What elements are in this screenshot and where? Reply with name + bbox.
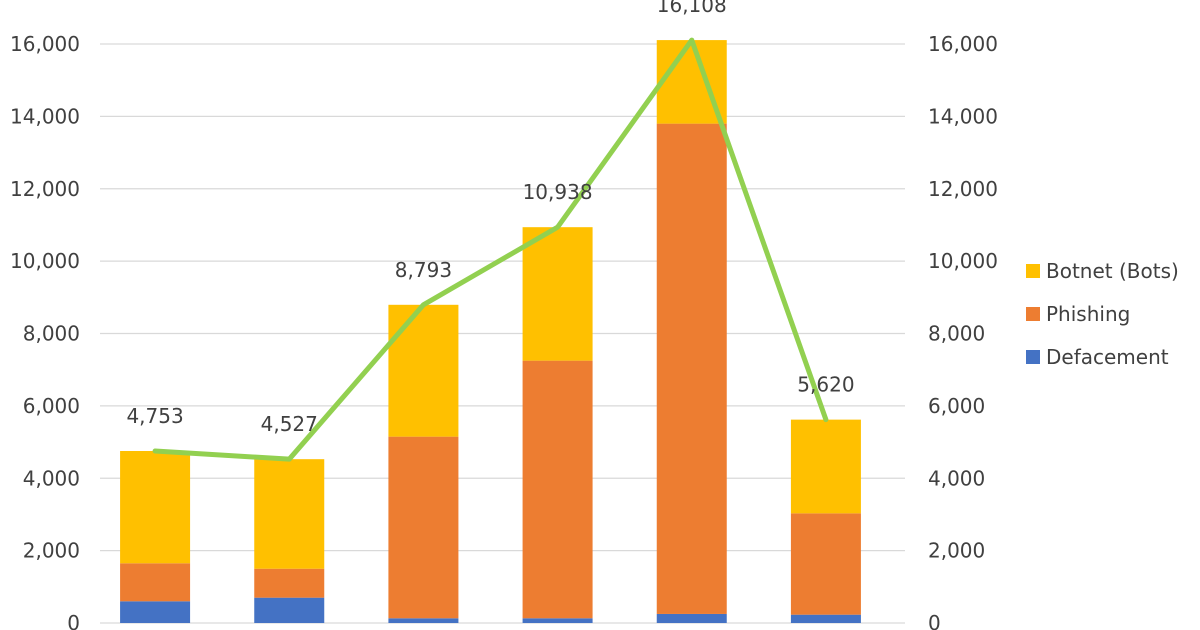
legend-swatch [1026, 307, 1040, 321]
bar-segment-botnet-bots [254, 459, 325, 569]
data-labels: 4,753 4,527 8,793 10,938 16,108 5,620 [126, 0, 854, 436]
bar-segment-botnet-bots [388, 304, 459, 437]
gridlines [100, 43, 905, 624]
total-data-label: 5,620 [797, 373, 854, 397]
left-y-axis: 0 2,000 4,000 6,000 8,000 10,000 12,000 14,000 1… [10, 32, 80, 630]
left-y-tick-label: 6,000 [23, 394, 80, 418]
legend-item-defacement: Defacement [1026, 345, 1169, 369]
left-y-tick-label: 8,000 [23, 322, 80, 346]
bar-segment-defacement [388, 618, 459, 623]
legend-label: Phishing [1046, 302, 1130, 326]
left-y-tick-label: 0 [67, 611, 80, 630]
bar-segment-phishing [388, 436, 459, 619]
left-y-tick-label: 16,000 [10, 32, 80, 56]
right-y-tick-label: 16,000 [928, 32, 998, 56]
bar-segment-defacement [790, 614, 861, 623]
left-y-tick-label: 12,000 [10, 177, 80, 201]
legend-swatch [1026, 350, 1040, 364]
total-series-line [152, 37, 829, 462]
right-y-tick-label: 6,000 [928, 394, 985, 418]
left-y-tick-label: 10,000 [10, 249, 80, 273]
bar-segment-defacement [254, 597, 325, 623]
legend-item-botnet-bots: Botnet (Bots) [1026, 259, 1179, 283]
bar-segment-phishing [254, 568, 325, 598]
bar-segment-phishing [656, 123, 727, 614]
left-y-tick-label: 14,000 [10, 104, 80, 128]
right-y-axis: 0 2,000 4,000 6,000 8,000 10,000 12,000 14,000 1… [928, 32, 998, 630]
right-y-tick-label: 14,000 [928, 104, 998, 128]
right-y-tick-label: 12,000 [928, 177, 998, 201]
total-data-label: 8,793 [395, 258, 452, 282]
legend-item-phishing: Phishing [1026, 302, 1130, 326]
bar-segment-botnet-bots [120, 451, 191, 564]
bar-segment-defacement [522, 618, 593, 623]
legend-label: Defacement [1046, 345, 1169, 369]
bar-segment-phishing [790, 513, 861, 615]
bar-segment-defacement [120, 601, 191, 623]
bar-segment-defacement [656, 613, 727, 623]
bars [120, 40, 861, 623]
right-y-tick-label: 10,000 [928, 249, 998, 273]
total-data-label: 16,108 [657, 0, 727, 17]
left-y-tick-label: 4,000 [23, 466, 80, 490]
right-y-tick-label: 2,000 [928, 539, 985, 563]
bar-segment-botnet-bots [522, 227, 593, 361]
right-y-tick-label: 8,000 [928, 322, 985, 346]
right-y-tick-label: 0 [928, 611, 941, 630]
left-y-tick-label: 2,000 [23, 539, 80, 563]
bar-segment-phishing [120, 563, 191, 602]
right-y-tick-label: 4,000 [928, 466, 985, 490]
total-data-label: 4,527 [261, 412, 318, 436]
bar-segment-phishing [522, 360, 593, 619]
bar-segment-botnet-bots [790, 419, 861, 514]
total-data-label: 4,753 [126, 404, 183, 428]
total-data-label: 10,938 [523, 180, 593, 204]
total-line [152, 37, 829, 462]
legend: Botnet (Bots) Phishing Defacement [1026, 259, 1179, 369]
legend-swatch [1026, 264, 1040, 278]
legend-label: Botnet (Bots) [1046, 259, 1179, 283]
